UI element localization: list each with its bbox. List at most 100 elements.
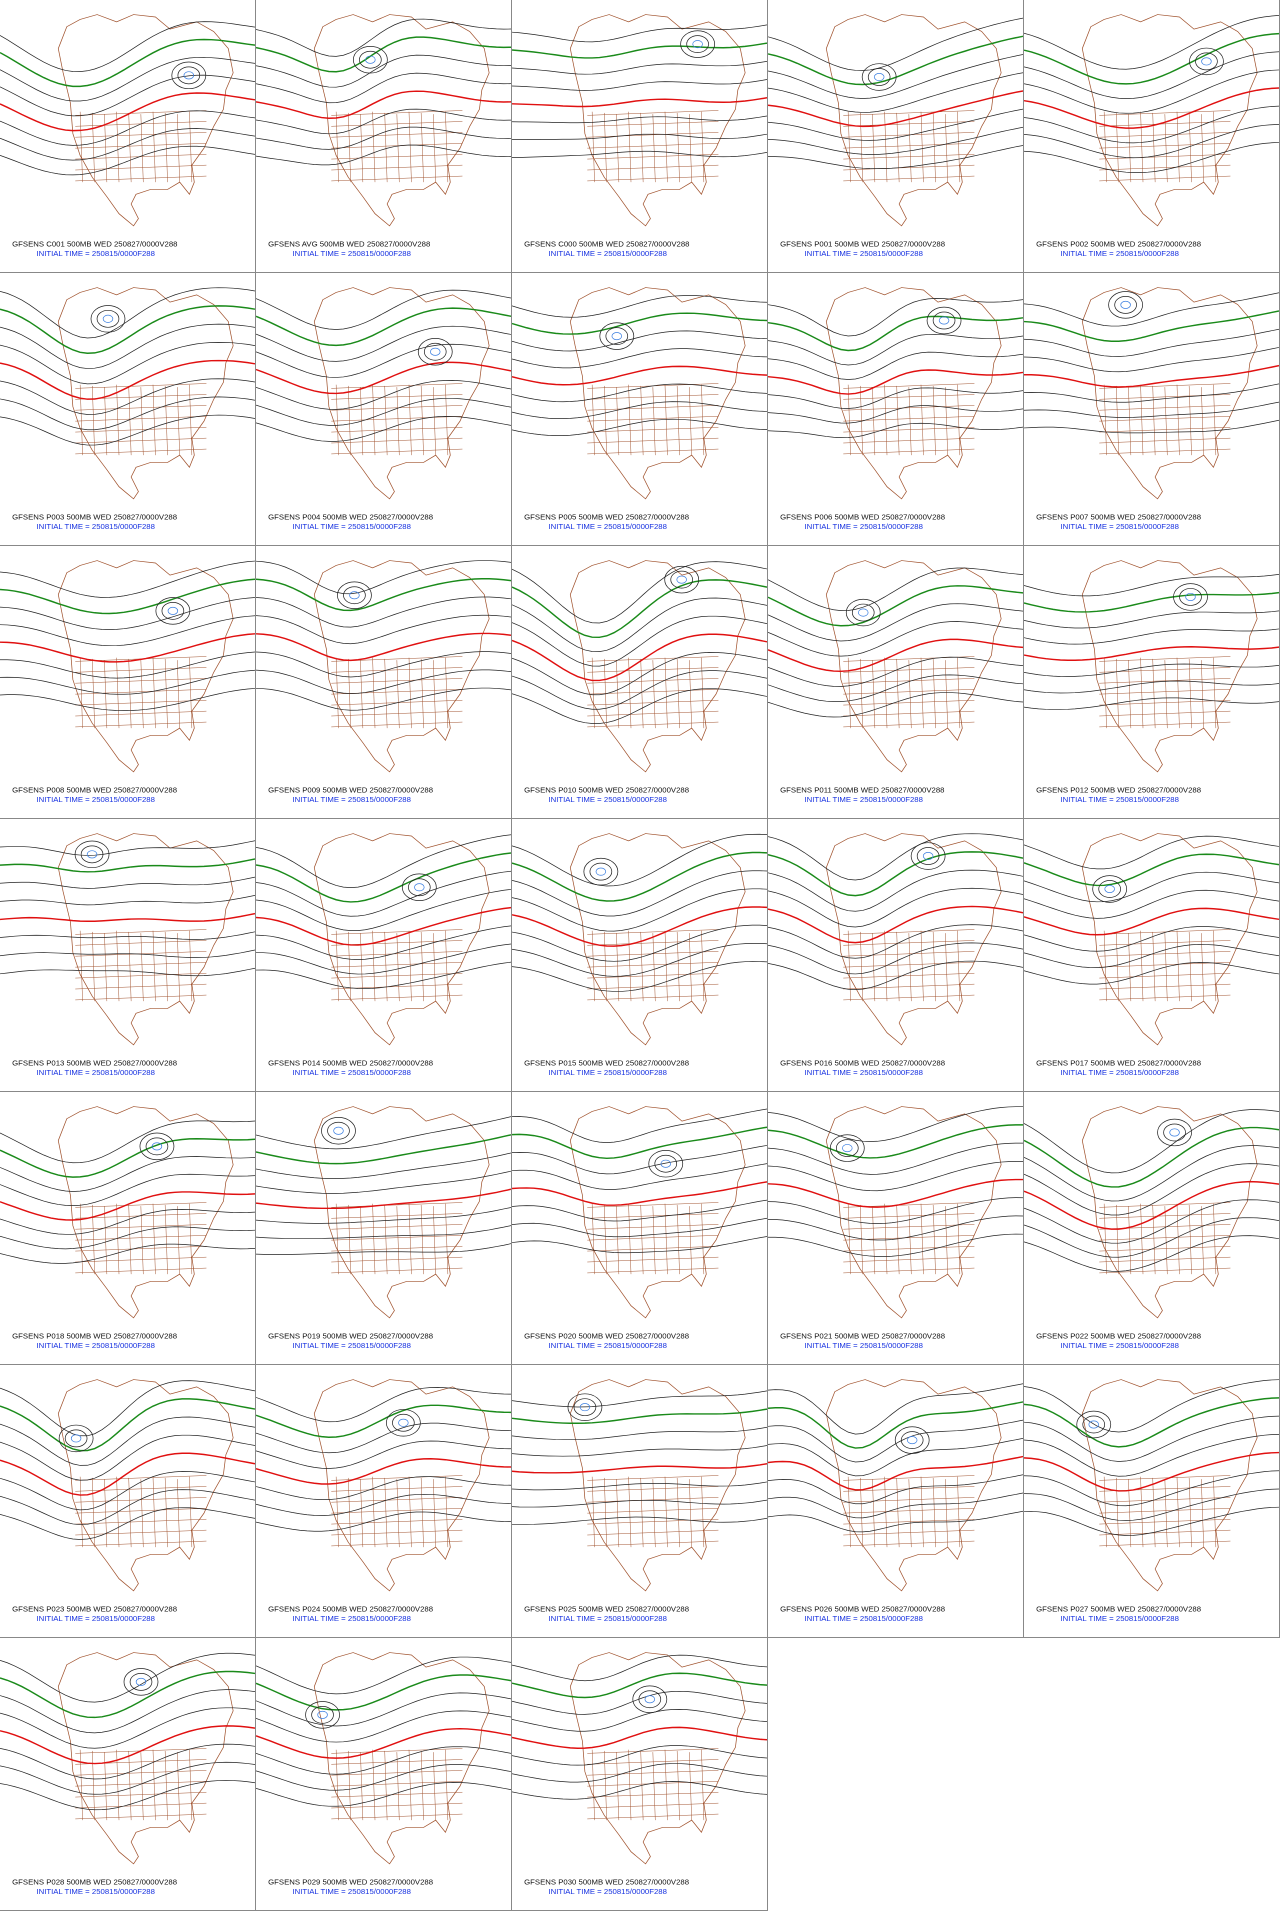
panel-label: GFSENS P002 500MB WED 250827/0000V288	[1036, 240, 1201, 249]
contour	[256, 687, 511, 711]
state-lines	[75, 929, 207, 1002]
state-lines	[843, 1475, 975, 1548]
low-center	[430, 347, 441, 356]
low-center	[1114, 296, 1137, 314]
coastline	[825, 1106, 1002, 1319]
contour	[1024, 944, 1279, 968]
contour-552	[768, 35, 1023, 86]
state-lines	[331, 1202, 463, 1275]
contour-552	[768, 851, 1023, 897]
low-center	[123, 1668, 159, 1696]
contour	[1024, 835, 1279, 870]
coastline	[825, 560, 1002, 773]
contour	[0, 21, 255, 73]
panel-label: GFSENS P026 500MB WED 250827/0000V288	[780, 1605, 945, 1614]
contour	[512, 942, 767, 977]
init-time: INITIAL TIME = 250815/0000F288	[36, 1887, 155, 1896]
map-panel: GFSENS P029 500MB WED 250827/0000V288 INI…	[256, 1638, 512, 1911]
low-center	[352, 45, 388, 74]
panel-label: GFSENS P009 500MB WED 250827/0000V288	[268, 786, 433, 795]
contour-576	[512, 1463, 767, 1474]
contour-576	[1024, 1451, 1279, 1492]
contour	[768, 387, 1023, 409]
coastline	[57, 14, 234, 227]
contour	[256, 961, 511, 990]
contour	[512, 383, 767, 403]
contour	[0, 949, 255, 958]
contour-576	[1024, 87, 1279, 129]
low-center	[386, 1409, 421, 1437]
panel-label: GFSENS P017 500MB WED 250827/0000V288	[1036, 1059, 1201, 1068]
contour	[512, 348, 767, 369]
contour-576	[0, 633, 255, 663]
init-time: INITIAL TIME = 250815/0000F288	[292, 249, 411, 258]
state-lines	[75, 1202, 207, 1275]
contour	[768, 405, 1023, 424]
map: GFSENS P010 500MB WED 250827/0000V288INI…	[512, 560, 767, 804]
contour	[1024, 292, 1279, 327]
low-center	[910, 842, 946, 870]
map-panel: GFSENS P020 500MB WED 250827/0000V288 INI…	[512, 1092, 768, 1365]
map-panel: GFSENS P008 500MB WED 250827/0000V288 INI…	[0, 546, 256, 819]
contour	[256, 1152, 511, 1179]
panel-label: GFSENS P015 500MB WED 250827/0000V288	[524, 1059, 689, 1068]
contour	[512, 401, 767, 419]
map-panel: GFSENS AVG 500MB WED 250827/0000V288 INIT…	[256, 0, 512, 273]
coastline	[57, 1652, 234, 1865]
low-center	[349, 591, 360, 600]
state-lines	[75, 656, 207, 729]
contour	[512, 1236, 767, 1254]
panel-label: GFSENS P024 500MB WED 250827/0000V288	[268, 1605, 433, 1614]
low-center	[1098, 880, 1121, 898]
low-center	[155, 597, 191, 625]
init-time: INITIAL TIME = 250815/0000F288	[548, 795, 667, 804]
contour-552	[1024, 1126, 1279, 1188]
contour	[512, 60, 767, 75]
contour	[0, 615, 255, 647]
contour	[256, 1764, 511, 1791]
contour	[0, 74, 255, 117]
low-center	[680, 30, 715, 58]
contour-576	[512, 365, 767, 386]
low-center	[1185, 592, 1196, 601]
contour	[512, 1390, 767, 1408]
map: GFSENS P026 500MB WED 250827/0000V288INI…	[768, 1379, 1023, 1623]
low-center	[1173, 583, 1208, 611]
contour-552	[1024, 591, 1279, 613]
contour	[768, 1474, 1023, 1505]
contour	[0, 1689, 255, 1734]
state-lines	[587, 656, 719, 729]
contour	[0, 876, 255, 889]
contour	[1024, 926, 1279, 952]
low-center	[1088, 1420, 1099, 1429]
map: GFSENS P014 500MB WED 250827/0000V288INI…	[256, 833, 511, 1077]
low-center	[851, 603, 875, 622]
coastline	[825, 833, 1002, 1046]
contour	[512, 150, 767, 158]
contour	[256, 1782, 511, 1807]
contour-552	[768, 1124, 1023, 1159]
low-center	[1201, 57, 1212, 66]
init-time: INITIAL TIME = 250815/0000F288	[36, 1341, 155, 1350]
contour	[1024, 15, 1279, 70]
contour	[1024, 1506, 1279, 1536]
contour	[256, 1511, 511, 1532]
contour	[0, 110, 255, 146]
panel-label: GFSENS P004 500MB WED 250827/0000V288	[268, 513, 433, 522]
map: GFSENS P015 500MB WED 250827/0000V288INI…	[512, 833, 767, 1077]
contour	[512, 670, 767, 710]
map-panel: GFSENS P009 500MB WED 250827/0000V288 INI…	[256, 546, 512, 819]
map: GFSENS P001 500MB WED 250827/0000V288INI…	[768, 14, 1023, 258]
panel-label: GFSENS P013 500MB WED 250827/0000V288	[12, 1059, 177, 1068]
coastline	[825, 287, 1002, 500]
contour	[1024, 142, 1279, 174]
contour	[0, 287, 255, 339]
contour	[256, 870, 511, 917]
low-center	[135, 1677, 147, 1686]
contour-552	[256, 852, 511, 903]
contour	[1024, 697, 1279, 710]
contour	[256, 325, 511, 362]
state-lines	[843, 383, 975, 456]
init-time: INITIAL TIME = 250815/0000F288	[36, 522, 155, 531]
low-center	[1120, 300, 1131, 309]
